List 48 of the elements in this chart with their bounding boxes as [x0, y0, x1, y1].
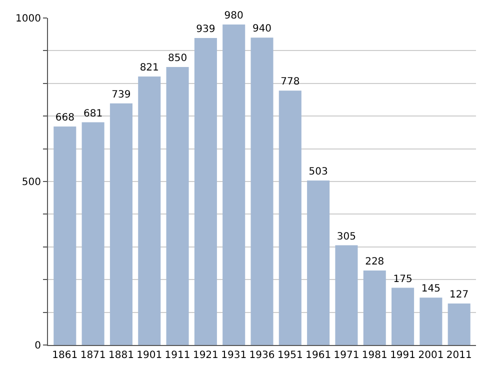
data-label: 305 — [336, 231, 356, 242]
x-tick-label: 1961 — [306, 350, 332, 361]
bar — [307, 180, 330, 345]
x-tick-label: 1901 — [136, 350, 162, 361]
data-label: 145 — [421, 284, 440, 295]
x-tick-label: 1936 — [249, 350, 275, 361]
y-tick-label: 500 — [22, 177, 41, 188]
x-tick-label: 1951 — [277, 350, 303, 361]
x-tick-label: 1921 — [192, 350, 218, 361]
x-tick-label: 2011 — [446, 350, 472, 361]
bar — [138, 76, 161, 345]
data-label: 228 — [365, 256, 384, 268]
data-label: 939 — [196, 24, 216, 35]
data-label: 940 — [252, 24, 272, 35]
x-tick-label: 2001 — [418, 350, 444, 361]
x-tick-label: 1911 — [164, 350, 190, 361]
data-label: 778 — [280, 76, 300, 88]
bar — [166, 67, 189, 345]
x-tick-label: 1981 — [362, 350, 388, 361]
data-label: 681 — [84, 108, 103, 120]
bar — [222, 24, 246, 345]
x-tick-label: 1991 — [390, 350, 416, 361]
x-tick-label: 1971 — [334, 350, 360, 361]
bar — [392, 288, 414, 345]
data-label: 127 — [450, 289, 469, 300]
data-label: 175 — [393, 274, 412, 285]
bar — [110, 103, 132, 345]
data-label: 668 — [55, 112, 74, 124]
x-tick-label: 1881 — [108, 350, 134, 361]
data-label: 739 — [112, 89, 131, 100]
x-tick-label: 1871 — [80, 350, 106, 361]
bar — [54, 126, 76, 345]
bar — [448, 303, 470, 345]
bar — [335, 245, 358, 345]
data-label: 821 — [140, 62, 159, 74]
y-tick-label: 0 — [34, 340, 41, 352]
x-tick-label: 1861 — [52, 350, 78, 361]
bar — [194, 38, 217, 345]
bar — [278, 90, 302, 345]
bar — [82, 122, 104, 345]
data-label: 980 — [224, 10, 244, 22]
bar — [250, 38, 274, 345]
bar — [363, 270, 386, 345]
bar — [420, 298, 442, 345]
data-label: 503 — [308, 166, 328, 178]
y-tick-label: 1000 — [16, 14, 41, 24]
data-label: 850 — [168, 53, 188, 64]
x-tick-label: 1931 — [221, 350, 247, 361]
